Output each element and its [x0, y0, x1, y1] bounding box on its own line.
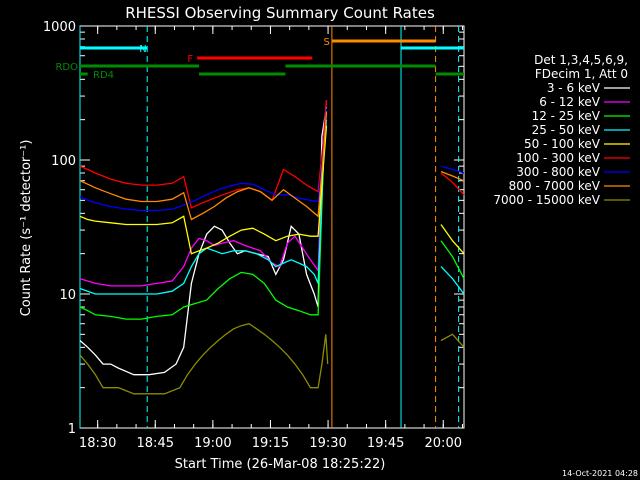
observing-flag-bars: N S F RDO RD4 — [55, 37, 464, 81]
flag-label-s: S — [324, 37, 330, 48]
x-tick-label: 20:00 — [425, 436, 462, 451]
legend-label-2: 12 - 25 keV — [532, 109, 601, 123]
legend-header-line-1: Det 1,3,4,5,6,9, — [534, 53, 628, 67]
legend-label-3: 25 - 50 keV — [532, 123, 601, 137]
series-line-7 — [79, 111, 465, 221]
observing-vertical-markers — [79, 26, 460, 428]
series-line-2 — [79, 106, 465, 320]
plot-border — [79, 25, 465, 429]
legend-label-1: 6 - 12 keV — [539, 95, 601, 109]
x-axis-ticks: 18:30 18:45 19:00 19:15 19:30 19:45 20:00 — [79, 26, 463, 451]
series-line-1 — [79, 100, 328, 287]
legend-label-6: 300 - 800 keV — [516, 165, 600, 179]
flag-label-f: F — [187, 54, 193, 65]
legend-header-line-2: FDecim 1, Att 0 — [535, 67, 628, 81]
series-line-3 — [79, 119, 465, 295]
y-tick-label: 10 — [59, 288, 76, 303]
x-tick-label: 19:45 — [367, 436, 404, 451]
y-axis-label: Count Rate (s⁻¹ detector⁻¹) — [19, 140, 34, 317]
flag-label-rd4: RD4 — [93, 70, 114, 81]
y-tick-label: 100 — [51, 154, 76, 169]
chart-title: RHESSI Observing Summary Count Rates — [125, 4, 435, 22]
x-tick-label: 19:15 — [252, 436, 289, 451]
footer-timestamp: 14-Oct-2021 04:28 — [562, 469, 638, 478]
x-tick-label: 18:45 — [137, 436, 174, 451]
series-line-5 — [79, 100, 465, 209]
y-axis-ticks: 1 10 100 1000 — [43, 20, 464, 437]
x-tick-label: 19:30 — [309, 436, 346, 451]
plot-frame — [79, 25, 465, 429]
series-line-4 — [79, 125, 465, 255]
flag-label-n: N — [139, 44, 146, 55]
legend-label-5: 100 - 300 keV — [516, 151, 600, 165]
series-line-0 — [79, 106, 328, 376]
legend-label-7: 800 - 7000 keV — [509, 179, 601, 193]
series-line-6 — [79, 109, 465, 212]
flag-label-rdo: RDO — [55, 62, 78, 73]
legend: Det 1,3,4,5,6,9, FDecim 1, Att 0 3 - 6 k… — [493, 53, 630, 207]
y-tick-label: 1 — [68, 422, 76, 437]
x-tick-label: 19:00 — [194, 436, 231, 451]
legend-label-4: 50 - 100 keV — [524, 137, 601, 151]
series-line-8 — [79, 322, 465, 395]
legend-label-8: 7000 - 15000 keV — [493, 193, 600, 207]
legend-label-0: 3 - 6 keV — [547, 81, 601, 95]
y-tick-label: 1000 — [43, 20, 76, 35]
series-lines — [79, 100, 465, 395]
x-axis-label: Start Time (26-Mar-08 18:25:22) — [175, 457, 386, 472]
x-tick-label: 18:30 — [79, 436, 116, 451]
